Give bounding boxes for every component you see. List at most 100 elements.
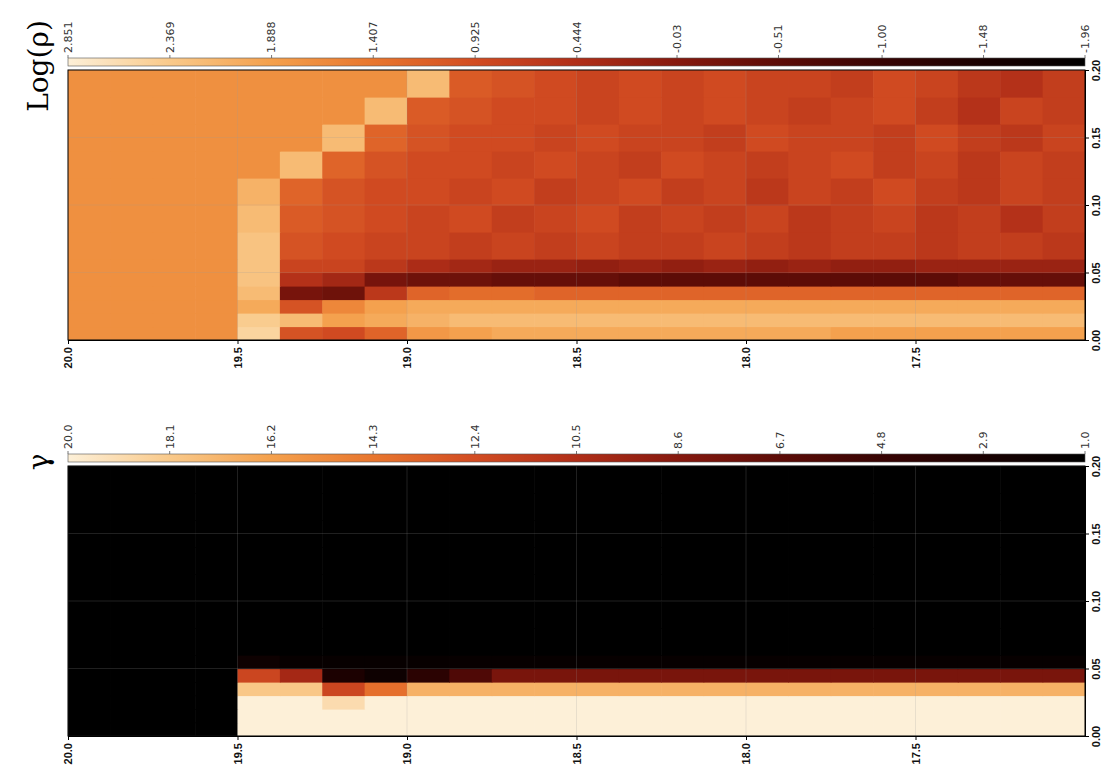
heatmap-cell <box>534 493 577 521</box>
heatmap-cell <box>704 709 747 723</box>
heatmap-cell <box>1000 259 1043 273</box>
heatmap-cell <box>280 655 323 669</box>
heatmap-cell <box>1000 151 1043 179</box>
heatmap-cell <box>958 682 1001 696</box>
heatmap-cell <box>831 682 874 696</box>
heatmap-cell <box>195 286 238 300</box>
heatmap-cell <box>916 259 959 273</box>
heatmap-cell <box>873 547 916 575</box>
heatmap-cell <box>873 300 916 314</box>
heatmap-cell <box>831 493 874 521</box>
colorbar-tick-label: -1.00 <box>876 25 889 53</box>
heatmap-cell <box>1000 178 1043 206</box>
heatmap-cell <box>958 97 1001 125</box>
heatmap-cell <box>407 493 450 521</box>
heatmap-cell <box>619 178 662 206</box>
heatmap-cell <box>1043 493 1085 521</box>
heatmap-cell <box>449 723 492 737</box>
heatmap-cell <box>322 273 365 287</box>
heatmap-cell <box>68 655 111 669</box>
heatmap-cell <box>492 97 535 125</box>
heatmap-cell <box>704 723 747 737</box>
heatmap-cell <box>788 300 831 314</box>
colorbar-tick <box>373 55 374 58</box>
heatmap-cell <box>746 466 789 494</box>
panel: 20.019.519.018.518.017.50.000.050.100.15… <box>22 20 1102 368</box>
y-tick-label: 0.10 <box>1090 591 1102 612</box>
heatmap-cell <box>68 547 111 575</box>
grid-line <box>68 533 1085 534</box>
heatmap-cell <box>916 300 959 314</box>
heatmap-cell <box>746 682 789 696</box>
heatmap-cell <box>1000 286 1043 300</box>
heatmap-cell <box>407 313 450 327</box>
heatmap-cell <box>916 669 959 683</box>
heatmap-cell <box>704 259 747 273</box>
tick-mark <box>916 736 917 740</box>
heatmap-cell <box>407 97 450 125</box>
heatmap-cell <box>280 70 323 98</box>
heatmap-cell <box>619 723 662 737</box>
heatmap-cell <box>788 601 831 629</box>
panel: 20.019.519.018.518.017.50.000.050.100.15… <box>22 425 1102 765</box>
heatmap-cell <box>322 300 365 314</box>
colorbar-tick <box>271 451 272 454</box>
heatmap-cell <box>916 709 959 723</box>
heatmap-cell <box>746 669 789 683</box>
heatmap-cell <box>916 205 959 233</box>
heatmap-cell <box>916 286 959 300</box>
heatmap-cell <box>1000 547 1043 575</box>
colorbar-tick <box>1085 55 1086 58</box>
heatmap-cell <box>704 70 747 98</box>
heatmap-cell <box>619 669 662 683</box>
heatmap-cell <box>704 151 747 179</box>
tick-mark <box>1085 273 1089 274</box>
heatmap-cell <box>619 547 662 575</box>
colorbar-tick-label: 2.9 <box>977 432 990 450</box>
heatmap-cell <box>449 300 492 314</box>
heatmap-cell <box>788 628 831 656</box>
heatmap-cell <box>1000 655 1043 669</box>
heatmap-cell <box>449 151 492 179</box>
colorbar-tick-label: 16.2 <box>265 425 278 450</box>
heatmap-cell <box>619 97 662 125</box>
heatmap-cell <box>704 574 747 602</box>
heatmap-cell <box>788 273 831 287</box>
y-axis: 0.000.050.100.150.20 <box>1085 60 1102 351</box>
heatmap-cell <box>831 466 874 494</box>
heatmap-cell <box>153 97 196 125</box>
heatmap-cell <box>1043 178 1085 206</box>
heatmap-cell <box>365 493 408 521</box>
heatmap-cell <box>195 259 238 273</box>
heatmap-cell <box>831 70 874 98</box>
heatmap-cell <box>449 682 492 696</box>
x-tick-label: 18.0 <box>740 743 752 764</box>
grid-line <box>68 137 1085 138</box>
heatmap-cell <box>195 723 238 737</box>
heatmap-cell <box>619 151 662 179</box>
heatmap-cell <box>407 601 450 629</box>
x-tick-label: 18.0 <box>740 347 752 368</box>
heatmap-cell <box>280 327 323 341</box>
heatmap-cell <box>449 313 492 327</box>
heatmap-cell <box>916 97 959 125</box>
heatmap-cell <box>449 601 492 629</box>
heatmap-cell <box>1000 669 1043 683</box>
colorbar-tick-label: 2.851 <box>62 22 75 54</box>
heatmap-cell <box>916 682 959 696</box>
heatmap-cell <box>704 655 747 669</box>
colorbar-tick <box>677 55 678 58</box>
heatmap-cell <box>68 327 111 341</box>
heatmap-cell <box>68 313 111 327</box>
heatmap-cell <box>746 70 789 98</box>
heatmap-cell <box>322 601 365 629</box>
heatmap-cell <box>365 205 408 233</box>
heatmap-cell <box>873 709 916 723</box>
colorbar-tick-label: 6.7 <box>774 432 787 450</box>
heatmap-cell <box>534 466 577 494</box>
heatmap-cell <box>831 655 874 669</box>
heatmap-cell <box>365 313 408 327</box>
x-tick-label: 18.5 <box>571 743 583 764</box>
heatmap-cell <box>831 709 874 723</box>
heatmap-cell <box>788 259 831 273</box>
